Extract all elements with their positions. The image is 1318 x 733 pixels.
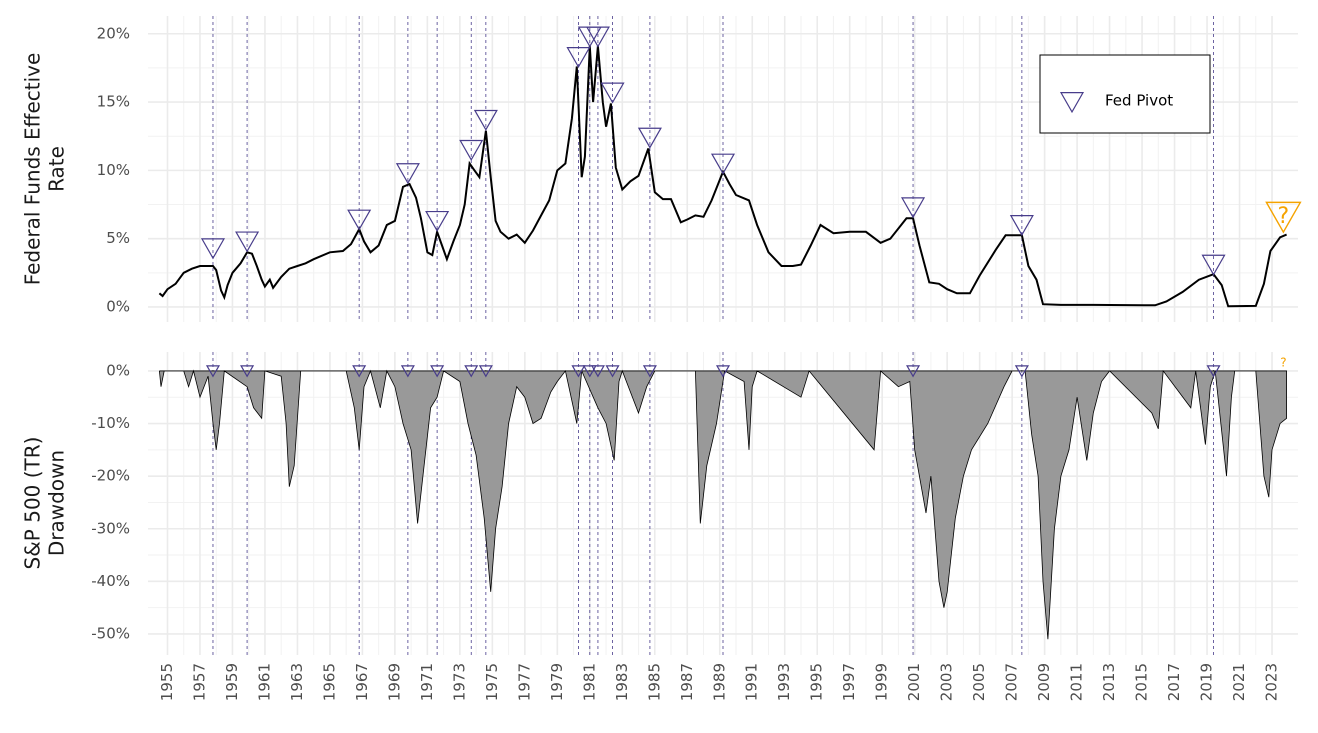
y-tick-label: 10% bbox=[97, 161, 130, 179]
x-tick-label: 1991 bbox=[743, 663, 761, 701]
y-tick-label: 5% bbox=[106, 229, 130, 247]
x-tick-label: 1987 bbox=[678, 663, 696, 701]
pivot-marker bbox=[605, 365, 620, 378]
pivot-marker bbox=[1014, 365, 1029, 378]
y-tick-label: 15% bbox=[97, 93, 130, 111]
x-tick-label: 2019 bbox=[1198, 663, 1216, 701]
x-tick-label: 1981 bbox=[580, 663, 598, 701]
rate-line bbox=[158, 46, 1287, 308]
x-tick-label: 1965 bbox=[320, 663, 338, 701]
annotation-text: ? bbox=[1280, 356, 1286, 370]
x-tick-label: 2011 bbox=[1068, 663, 1086, 701]
legend-box bbox=[1039, 54, 1211, 134]
pivot-marker bbox=[582, 365, 597, 378]
x-tick-label: 2007 bbox=[1003, 663, 1021, 701]
y-tick-label: 0% bbox=[106, 361, 130, 379]
pivot-marker bbox=[901, 197, 926, 219]
x-tick-label: 1989 bbox=[710, 663, 728, 701]
pivot-marker bbox=[715, 365, 731, 378]
pivot-marker bbox=[459, 139, 484, 161]
x-tick-label: 1971 bbox=[418, 663, 436, 701]
x-tick-label: 2001 bbox=[905, 663, 923, 701]
pivot-marker bbox=[400, 365, 415, 378]
y-tick-label: -10% bbox=[91, 414, 130, 432]
x-tick-label: 1969 bbox=[385, 663, 403, 701]
x-tick-label: 1977 bbox=[515, 663, 533, 701]
pivot-marker bbox=[585, 26, 610, 48]
x-tick-label: 1961 bbox=[255, 663, 273, 701]
pivot-marker bbox=[600, 82, 625, 104]
pivot-marker bbox=[710, 153, 736, 175]
y-axis-title: Drawdown bbox=[45, 450, 69, 556]
pivot-marker bbox=[235, 231, 260, 253]
y-tick-label: -40% bbox=[91, 572, 130, 590]
pivot-marker bbox=[205, 365, 221, 378]
x-tick-label: 1997 bbox=[840, 663, 858, 701]
pivot-marker bbox=[478, 365, 493, 378]
x-tick-label: 1993 bbox=[775, 663, 793, 701]
pivot-marker bbox=[395, 163, 420, 185]
x-tick-label: 1983 bbox=[613, 663, 631, 701]
y-tick-label: 20% bbox=[97, 24, 130, 42]
x-tick-label: 1999 bbox=[873, 663, 891, 701]
y-tick-label: -20% bbox=[91, 467, 130, 485]
legend-marker bbox=[1059, 92, 1085, 114]
x-tick-label: 2003 bbox=[938, 663, 956, 701]
pivot-marker bbox=[566, 47, 591, 69]
y-axis-title: Rate bbox=[45, 146, 69, 192]
pivot-marker bbox=[1009, 215, 1034, 237]
drawdown-area bbox=[159, 369, 1287, 640]
pivot-marker bbox=[347, 209, 372, 231]
pivot-marker bbox=[352, 365, 367, 378]
pivot-marker bbox=[200, 238, 226, 260]
pivot-marker bbox=[906, 365, 921, 378]
x-tick-label: 1985 bbox=[645, 663, 663, 701]
x-tick-label: 2013 bbox=[1100, 663, 1118, 701]
pivot-marker bbox=[571, 365, 586, 378]
x-tick-label: 1995 bbox=[808, 663, 826, 701]
y-axis-title: Federal Funds Effective bbox=[21, 53, 45, 286]
annotation-marker bbox=[1265, 201, 1302, 234]
pivot-marker bbox=[637, 127, 662, 149]
x-tick-label: 1959 bbox=[223, 663, 241, 701]
pivot-marker bbox=[590, 365, 605, 378]
x-tick-label: 1967 bbox=[353, 663, 371, 701]
legend-label: Fed Pivot bbox=[1105, 92, 1173, 110]
x-tick-label: 1955 bbox=[158, 663, 176, 701]
pivot-marker bbox=[642, 365, 657, 378]
pivot-marker bbox=[464, 365, 479, 378]
x-tick-label: 2005 bbox=[970, 663, 988, 701]
annotation-text: ? bbox=[1278, 204, 1290, 229]
x-tick-label: 1979 bbox=[548, 663, 566, 701]
x-tick-label: 2021 bbox=[1230, 663, 1248, 701]
x-tick-label: 1957 bbox=[190, 663, 208, 701]
y-axis-title: S&P 500 (TR) bbox=[21, 437, 45, 570]
x-tick-label: 1963 bbox=[288, 663, 306, 701]
x-tick-label: 2023 bbox=[1263, 663, 1281, 701]
pivot-marker bbox=[240, 365, 255, 378]
y-tick-label: -30% bbox=[91, 519, 130, 537]
pivot-marker bbox=[473, 109, 498, 131]
x-tick-label: 2017 bbox=[1165, 663, 1183, 701]
pivot-marker bbox=[1206, 365, 1221, 378]
pivot-marker bbox=[1201, 254, 1226, 276]
x-tick-label: 1975 bbox=[483, 663, 501, 701]
pivot-marker bbox=[425, 210, 450, 233]
y-tick-label: 0% bbox=[106, 297, 130, 315]
x-tick-label: 2009 bbox=[1035, 663, 1053, 701]
y-tick-label: -50% bbox=[91, 624, 130, 642]
x-tick-label: 1973 bbox=[450, 663, 468, 701]
x-tick-label: 2015 bbox=[1133, 663, 1151, 701]
pivot-marker bbox=[430, 365, 445, 378]
